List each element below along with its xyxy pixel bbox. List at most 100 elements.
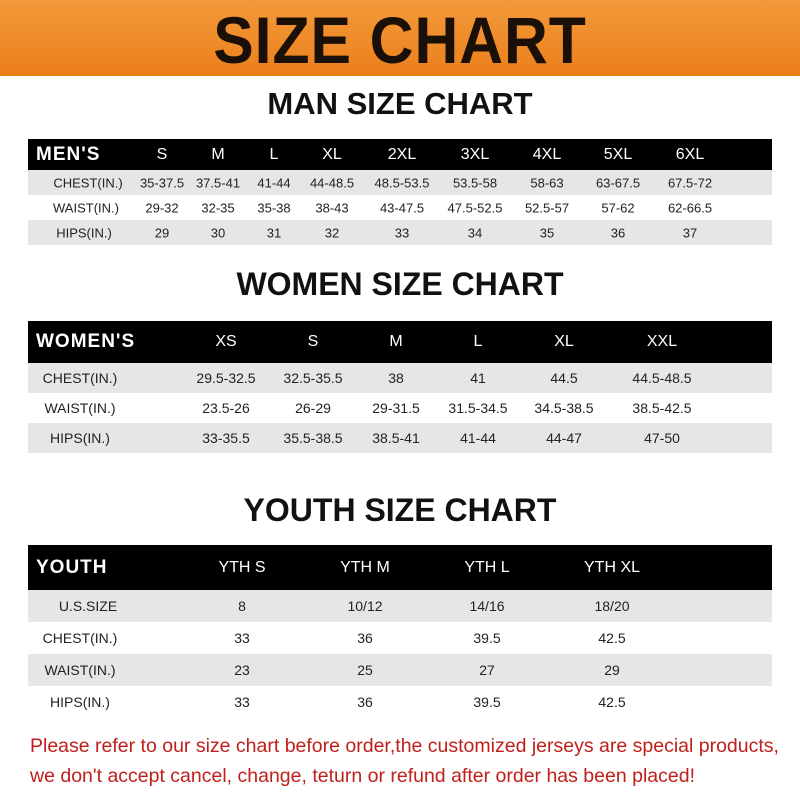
size-header: 4XL — [532, 145, 562, 163]
measurement-label: CHEST(IN.) — [53, 175, 123, 190]
size-header: XL — [322, 145, 342, 163]
measurement-value: 42.5 — [598, 630, 626, 646]
table-row: WAIST(IN.) 23.5-26 26-29 29-31.5 31.5-34.5 34… — [28, 393, 772, 423]
measurement-value: 48.5-53.5 — [374, 175, 430, 190]
measurement-value: 43-47.5 — [379, 200, 425, 215]
measurement-value: 8 — [238, 598, 246, 614]
measurement-value: 35-38 — [257, 200, 291, 215]
measurement-label: HIPS(IN.) — [56, 225, 112, 240]
size-header: M — [389, 333, 403, 350]
measurement-label: U.S.SIZE — [58, 598, 118, 614]
measurement-value: 33 — [394, 225, 410, 240]
measurement-value: 42.5 — [598, 694, 626, 710]
measurement-value: 26-29 — [295, 400, 331, 416]
measurement-value: 52.5-57 — [524, 200, 570, 215]
measurement-value: 32 — [324, 225, 340, 240]
measurement-value: 38.5-41 — [372, 430, 420, 446]
measurement-label: WAIST(IN.) — [44, 662, 116, 678]
size-header: YTH XL — [583, 558, 641, 576]
table-label: MEN'S — [36, 143, 101, 165]
measurement-value: 58-63 — [530, 175, 564, 190]
measurement-value: 18/20 — [594, 598, 630, 614]
women-title: WOMEN SIZE CHART — [236, 266, 564, 302]
youth-title: YOUTH SIZE CHART — [243, 492, 557, 528]
measurement-value: 41 — [470, 370, 486, 386]
measurement-label: WAIST(IN.) — [44, 400, 116, 416]
table-label: WOMEN'S — [36, 331, 136, 352]
table-row: HIPS(IN.) 33-35.5 35.5-38.5 38.5-41 41-44 44-… — [28, 423, 772, 453]
measurement-value: 36 — [357, 630, 373, 646]
table-row: WAIST(IN.) 23 25 27 29 — [28, 654, 772, 686]
size-header: 2XL — [387, 145, 417, 163]
size-header: L — [473, 333, 483, 350]
measurement-value: 34.5-38.5 — [534, 400, 594, 416]
header-row: WOMEN'S XS S M L XL XXL — [28, 321, 772, 363]
measurement-value: 33 — [234, 630, 250, 646]
measurement-value: 38-43 — [315, 200, 349, 215]
measurement-value: 62-66.5 — [667, 200, 713, 215]
size-header: 5XL — [603, 145, 633, 163]
measurement-value: 29 — [604, 662, 620, 678]
size-header: YTH L — [464, 558, 510, 576]
measurement-label: HIPS(IN.) — [50, 430, 110, 446]
measurement-value: 29.5-32.5 — [196, 370, 256, 386]
measurement-value: 37.5-41 — [195, 175, 241, 190]
measurement-value: 47.5-52.5 — [447, 200, 503, 215]
measurement-value: 41-44 — [460, 430, 496, 446]
size-header: 3XL — [460, 145, 490, 163]
banner: SIZE CHART — [0, 0, 800, 77]
header-row: MEN'S S M L XL 2XL 3XL 4XL 5XL 6XL — [28, 139, 772, 170]
size-header: XS — [215, 333, 237, 350]
banner-title: SIZE CHART — [213, 3, 587, 77]
measurement-value: 63-67.5 — [595, 175, 641, 190]
men-size-table: MEN'S S M L XL 2XL 3XL 4XL 5XL 6XL CHEST(IN.) 35-37… — [28, 139, 772, 245]
measurement-value: 14/16 — [469, 598, 505, 614]
measurement-value: 67.5-72 — [667, 175, 713, 190]
footer-notice-line2: we don't accept cancel, change, teturn o… — [30, 765, 695, 787]
measurement-value: 29-31.5 — [372, 400, 420, 416]
measurement-value: 23 — [234, 662, 250, 678]
measurement-value: 29 — [154, 225, 170, 240]
measurement-value: 44.5-48.5 — [632, 370, 692, 386]
size-header: YTH S — [218, 558, 266, 576]
measurement-value: 32.5-35.5 — [283, 370, 343, 386]
measurement-value: 29-32 — [145, 200, 179, 215]
measurement-label: HIPS(IN.) — [50, 694, 110, 710]
size-header: 6XL — [675, 145, 705, 163]
measurement-value: 53.5-58 — [452, 175, 498, 190]
measurement-value: 39.5 — [473, 630, 501, 646]
measurement-value: 33 — [234, 694, 250, 710]
measurement-value: 38 — [388, 370, 404, 386]
table-label: YOUTH — [36, 556, 108, 578]
measurement-value: 57-62 — [601, 200, 635, 215]
measurement-value: 44.5 — [550, 370, 578, 386]
measurement-value: 30 — [210, 225, 226, 240]
measurement-value: 35 — [539, 225, 555, 240]
men-title: MAN SIZE CHART — [267, 86, 533, 121]
table-row: CHEST(IN.) 35-37.5 37.5-41 41-44 44-48.5 48.5… — [28, 170, 772, 195]
table-row: HIPS(IN.) 33 36 39.5 42.5 — [28, 686, 772, 718]
measurement-label: WAIST(IN.) — [53, 200, 119, 215]
measurement-value: 35-37.5 — [139, 175, 185, 190]
table-row: CHEST(IN.) 29.5-32.5 32.5-35.5 38 41 44.5 44.5… — [28, 363, 772, 393]
size-header: YTH M — [340, 558, 390, 576]
measurement-value: 37 — [682, 225, 698, 240]
table-row: WAIST(IN.) 29-32 32-35 35-38 38-43 43-47.5 47.… — [28, 195, 772, 220]
measurement-value: 39.5 — [473, 694, 501, 710]
size-header: XL — [554, 333, 574, 350]
measurement-value: 32-35 — [201, 200, 235, 215]
size-header: XXL — [646, 333, 678, 350]
measurement-value: 44-47 — [546, 430, 582, 446]
youth-size-table: YOUTH YTH S YTH M YTH L YTH XL U.S.SIZE 8 10/12… — [28, 545, 772, 718]
measurement-value: 34 — [467, 225, 483, 240]
footer-notice-line1: Please refer to our size chart before or… — [30, 735, 779, 757]
measurement-value: 33-35.5 — [202, 430, 250, 446]
women-size-table: WOMEN'S XS S M L XL XXL CHEST(IN.) 29.5-32.5 32.5… — [28, 321, 772, 453]
table-row: U.S.SIZE 8 10/12 14/16 18/20 — [28, 590, 772, 622]
measurement-label: CHEST(IN.) — [42, 630, 118, 646]
measurement-value: 47-50 — [644, 430, 680, 446]
measurement-value: 36 — [610, 225, 626, 240]
measurement-value: 10/12 — [347, 598, 383, 614]
table-row: HIPS(IN.) 29 30 31 32 33 34 35 36 37 — [28, 220, 772, 245]
measurement-value: 25 — [357, 662, 373, 678]
